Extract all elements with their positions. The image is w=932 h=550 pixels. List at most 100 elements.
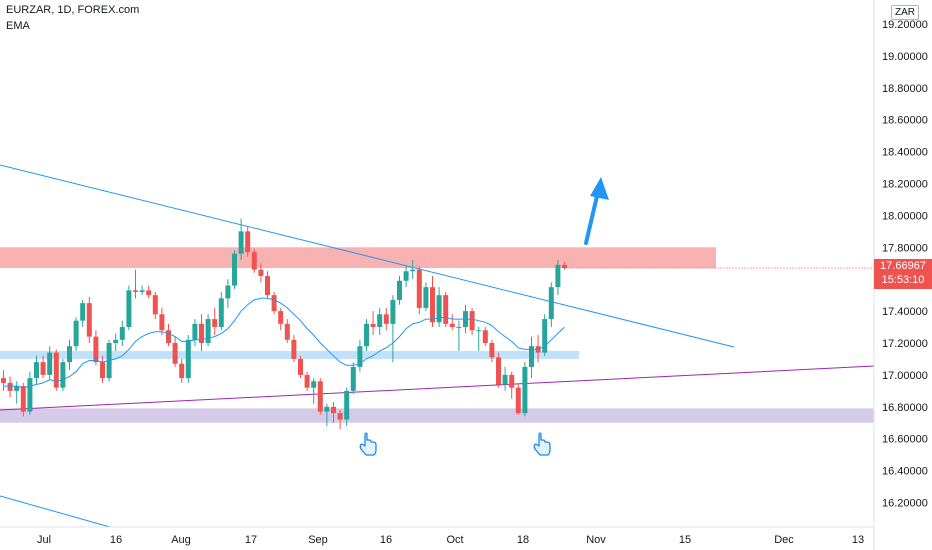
candle — [232, 250, 237, 289]
candle — [522, 362, 528, 417]
candle — [344, 387, 350, 426]
candle — [100, 355, 105, 383]
candle — [53, 349, 59, 391]
candle — [515, 384, 521, 415]
candle-body — [20, 386, 26, 412]
currency-button[interactable]: ZAR — [891, 5, 919, 20]
candle-body — [53, 352, 59, 388]
candle — [80, 299, 86, 328]
candle-body — [298, 358, 303, 375]
candle-body — [430, 287, 435, 323]
candle — [34, 355, 39, 385]
pointing-hand-icon — [359, 432, 377, 456]
candle — [548, 282, 554, 328]
candle — [245, 226, 251, 257]
candle-body — [476, 330, 482, 332]
candle — [469, 307, 475, 336]
price-tick-label: 18.20000 — [882, 179, 928, 191]
time-tick-label: Oct — [446, 534, 463, 546]
indicator-label[interactable]: EMA — [6, 20, 30, 32]
candle-body — [245, 231, 251, 253]
ema-layer — [3, 297, 565, 389]
candle-body — [192, 323, 198, 340]
time-tick-label: 16 — [110, 534, 122, 546]
candle — [509, 371, 515, 399]
candle — [14, 381, 20, 404]
candle — [555, 260, 561, 296]
candle-body — [529, 346, 534, 367]
candle-body — [212, 319, 218, 328]
candle — [27, 371, 33, 415]
candle — [496, 352, 501, 388]
time-tick-label: Sep — [308, 534, 328, 546]
candle — [331, 402, 336, 423]
candle-body — [331, 406, 336, 414]
candle-body — [119, 327, 125, 340]
time-tick-label: Jul — [37, 534, 51, 546]
candle — [403, 266, 409, 288]
candle-body — [232, 253, 237, 286]
candle-body — [166, 330, 171, 343]
candle-body — [152, 295, 158, 315]
candle — [225, 279, 231, 308]
hand-outline — [533, 432, 551, 456]
candle-body — [126, 290, 132, 328]
candle — [20, 382, 26, 417]
candle — [251, 248, 257, 273]
candle-body — [265, 276, 270, 296]
candle — [304, 371, 310, 391]
candle — [205, 314, 211, 347]
price-tick-label: 18.40000 — [882, 147, 928, 159]
candle — [284, 319, 290, 343]
candle — [482, 327, 488, 347]
time-tick-label: Dec — [774, 534, 794, 546]
candle — [542, 314, 548, 356]
candle — [265, 271, 270, 299]
candle-body — [397, 280, 402, 300]
candle-body — [304, 374, 310, 388]
price-tick-label: 19.00000 — [882, 51, 928, 63]
candle — [7, 376, 13, 398]
pointing-hand-icon — [533, 432, 551, 456]
time-tick-label: 16 — [380, 534, 392, 546]
candle — [86, 296, 92, 343]
candle-body — [416, 269, 422, 308]
last-price-label: 17.66967 15:53:10 — [874, 259, 932, 289]
candle — [199, 314, 204, 351]
candle — [410, 260, 416, 280]
price-tick-label: 17.40000 — [882, 306, 928, 318]
candle-body — [218, 298, 224, 328]
candle — [146, 285, 152, 299]
candle-body — [456, 327, 462, 329]
candle — [166, 323, 171, 347]
candle-body — [278, 311, 284, 324]
candle — [529, 336, 534, 379]
candle-body — [47, 352, 53, 375]
candle — [390, 295, 396, 363]
candle-body — [185, 339, 191, 379]
time-tick-label: 13 — [852, 534, 864, 546]
candle-body — [370, 323, 376, 328]
support-zone-blue — [0, 350, 579, 359]
candle-body — [27, 378, 33, 412]
candle — [449, 314, 455, 331]
time-axis[interactable]: Jul 16 Aug 17 Sep 16 Oct 18 Nov 15 Dec 13 — [0, 526, 874, 546]
candle — [73, 317, 79, 351]
time-tick-label: Aug — [171, 534, 191, 546]
candle-body — [284, 323, 290, 340]
candle-body — [344, 390, 350, 420]
candle-body — [146, 290, 152, 296]
arrow-shaft — [584, 194, 599, 245]
candle-body — [502, 374, 508, 385]
candle — [218, 291, 224, 331]
candle — [397, 276, 402, 305]
candle — [192, 319, 198, 347]
candle-body — [443, 295, 449, 324]
candle-body — [113, 339, 119, 343]
candle-body — [317, 381, 323, 412]
candle — [317, 378, 323, 415]
candle-body — [271, 295, 277, 312]
candle-body — [482, 330, 488, 343]
symbol-title[interactable]: EURZAR, 1D, FOREX.com — [6, 4, 140, 16]
